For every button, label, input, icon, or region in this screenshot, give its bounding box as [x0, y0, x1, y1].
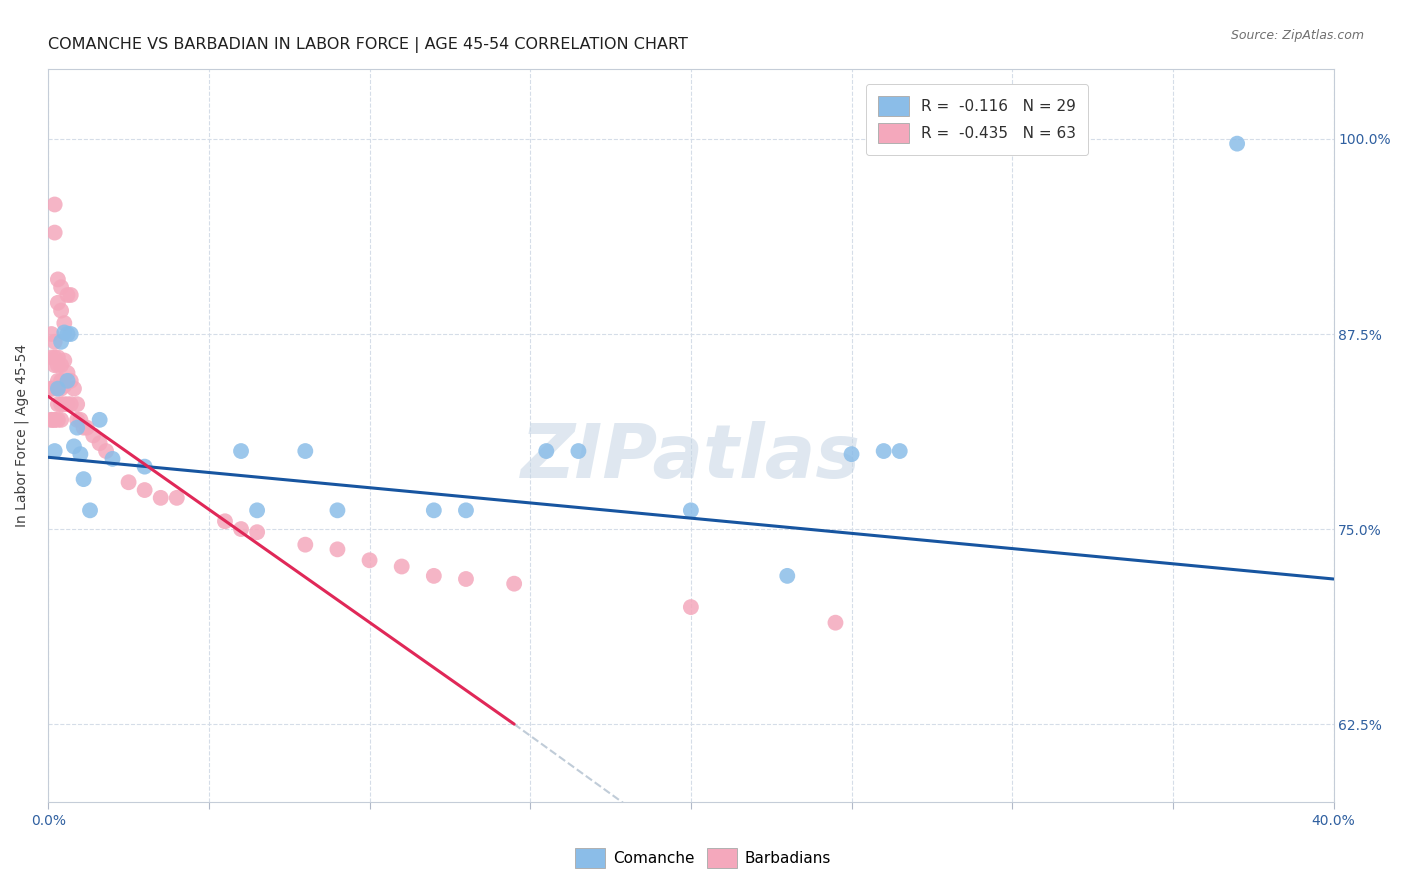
Point	[423, 503, 446, 517]
Point	[56, 288, 79, 302]
Point	[679, 600, 702, 615]
Point	[134, 483, 156, 497]
Point	[391, 559, 413, 574]
Point	[503, 576, 526, 591]
Point	[134, 459, 156, 474]
Point	[72, 472, 94, 486]
Point	[326, 503, 349, 517]
Point	[53, 316, 76, 330]
Legend: R =  -0.116   N = 29, R =  -0.435   N = 63: R = -0.116 N = 29, R = -0.435 N = 63	[866, 84, 1088, 155]
Point	[56, 366, 79, 380]
Point	[59, 288, 82, 302]
Point	[44, 226, 66, 240]
Point	[69, 413, 91, 427]
Point	[41, 413, 63, 427]
Point	[46, 351, 69, 365]
Point	[46, 295, 69, 310]
Point	[229, 522, 252, 536]
Point	[454, 503, 477, 517]
Point	[94, 444, 117, 458]
Point	[214, 514, 236, 528]
Point	[82, 428, 104, 442]
Point	[776, 569, 799, 583]
Point	[59, 326, 82, 341]
Point	[44, 413, 66, 427]
Legend: Comanche, Barbadians: Comanche, Barbadians	[568, 842, 838, 873]
Point	[44, 334, 66, 349]
Point	[79, 503, 101, 517]
Point	[49, 397, 72, 411]
Point	[44, 382, 66, 396]
Point	[326, 542, 349, 557]
Point	[89, 413, 111, 427]
Point	[63, 439, 86, 453]
Point	[63, 382, 86, 396]
Point	[66, 397, 89, 411]
Point	[56, 397, 79, 411]
Point	[46, 413, 69, 427]
Point	[41, 382, 63, 396]
Point	[49, 358, 72, 372]
Point	[56, 374, 79, 388]
Point	[53, 378, 76, 392]
Point	[49, 413, 72, 427]
Point	[46, 397, 69, 411]
Point	[423, 569, 446, 583]
Point	[49, 303, 72, 318]
Text: COMANCHE VS BARBADIAN IN LABOR FORCE | AGE 45-54 CORRELATION CHART: COMANCHE VS BARBADIAN IN LABOR FORCE | A…	[48, 37, 688, 54]
Point	[49, 334, 72, 349]
Point	[46, 382, 69, 396]
Point	[49, 382, 72, 396]
Point	[567, 444, 589, 458]
Point	[166, 491, 188, 505]
Point	[76, 420, 98, 434]
Text: Source: ZipAtlas.com: Source: ZipAtlas.com	[1230, 29, 1364, 42]
Point	[46, 374, 69, 388]
Point	[889, 444, 911, 458]
Point	[359, 553, 381, 567]
Point	[44, 358, 66, 372]
Point	[66, 420, 89, 434]
Point	[59, 397, 82, 411]
Text: ZIPatlas: ZIPatlas	[520, 421, 860, 494]
Point	[117, 475, 139, 490]
Point	[72, 420, 94, 434]
Point	[46, 358, 69, 372]
Point	[53, 353, 76, 368]
Point	[101, 451, 124, 466]
Y-axis label: In Labor Force | Age 45-54: In Labor Force | Age 45-54	[15, 344, 30, 527]
Point	[841, 447, 863, 461]
Point	[679, 503, 702, 517]
Point	[294, 538, 316, 552]
Point	[246, 525, 269, 540]
Point	[294, 444, 316, 458]
Point	[41, 326, 63, 341]
Point	[41, 413, 63, 427]
Point	[56, 326, 79, 341]
Point	[824, 615, 846, 630]
Point	[53, 326, 76, 340]
Point	[59, 374, 82, 388]
Point	[229, 444, 252, 458]
Point	[454, 572, 477, 586]
Point	[69, 447, 91, 461]
Point	[246, 503, 269, 517]
Point	[49, 280, 72, 294]
Point	[41, 351, 63, 365]
Point	[66, 413, 89, 427]
Point	[44, 444, 66, 458]
Point	[44, 351, 66, 365]
Point	[536, 444, 558, 458]
Point	[873, 444, 896, 458]
Point	[53, 397, 76, 411]
Point	[1226, 136, 1249, 151]
Point	[89, 436, 111, 450]
Point	[49, 374, 72, 388]
Point	[46, 272, 69, 286]
Point	[41, 382, 63, 396]
Point	[149, 491, 172, 505]
Point	[44, 413, 66, 427]
Point	[44, 197, 66, 211]
